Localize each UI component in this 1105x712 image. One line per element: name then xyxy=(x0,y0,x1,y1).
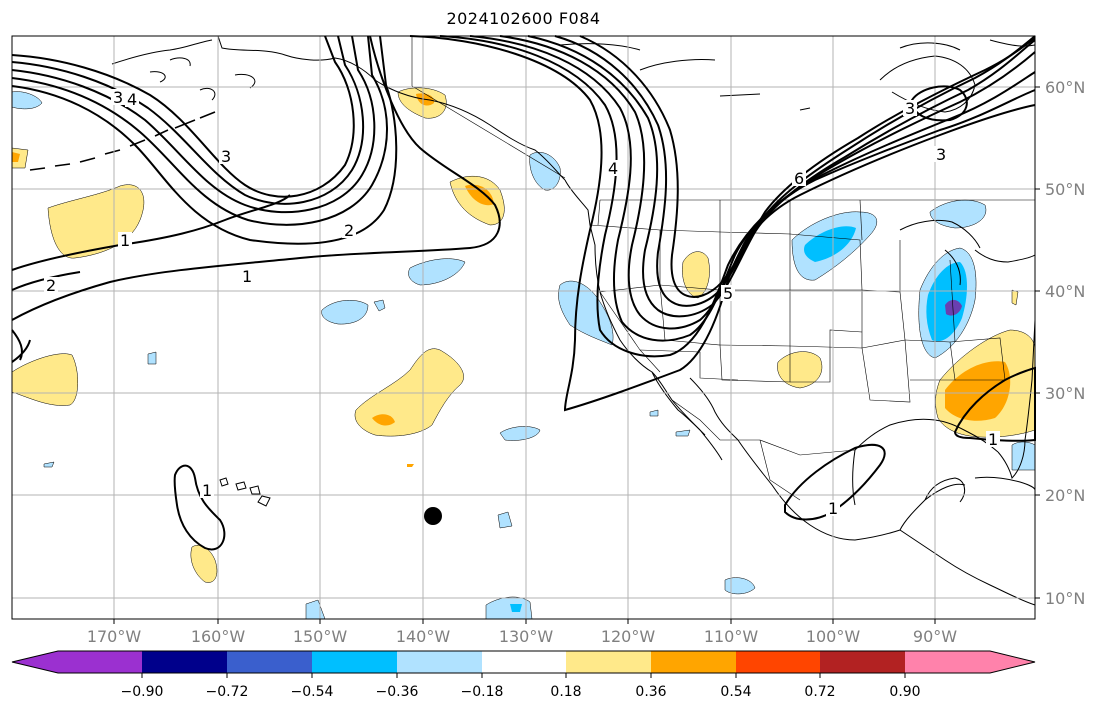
contour-labels: 3 4 3 2 1 2 3 4 5 6 3 1 1 1 1 xyxy=(44,88,1000,518)
negative-anomaly-region xyxy=(499,426,541,441)
colorbar-segment xyxy=(142,651,227,673)
colorbar-tick-label: 0.90 xyxy=(889,684,920,700)
colorbar-tick-label: −0.54 xyxy=(291,684,334,700)
colorbar-tick-label: 0.54 xyxy=(720,684,751,700)
latitude-label: 40°N xyxy=(1045,282,1085,301)
negative-anomaly-region xyxy=(43,461,55,468)
negative-anomaly-region xyxy=(529,152,561,191)
negative-anomaly-region xyxy=(321,300,369,325)
colorbar-tick-label: −0.36 xyxy=(376,684,419,700)
alaska-interior-coast xyxy=(149,57,256,101)
colorbar-segment xyxy=(566,651,651,673)
positive-anomaly-region xyxy=(777,351,823,389)
colorbar-tick-label: −0.90 xyxy=(121,684,164,700)
contour-label: 3 xyxy=(905,99,915,118)
negative-anomaly-region xyxy=(11,91,43,110)
contour-label: 2 xyxy=(46,276,56,295)
longitude-labels: 170°W 160°W 150°W 140°W 130°W 120°W 110°… xyxy=(87,627,957,646)
colorbar-segment xyxy=(312,651,397,673)
negative-anomaly-region xyxy=(724,577,756,595)
colorbar-tick-label: −0.18 xyxy=(461,684,504,700)
contour-label: 4 xyxy=(127,90,137,109)
negative-anomaly-region xyxy=(945,299,962,316)
colorbar-segment xyxy=(12,651,142,673)
axis-ticks xyxy=(113,86,1040,624)
contour-label: 2 xyxy=(344,221,354,240)
contour-label: 6 xyxy=(794,169,804,188)
yucatan xyxy=(924,477,966,503)
positive-anomaly-region xyxy=(12,152,20,162)
longitude-label: 120°W xyxy=(601,627,656,646)
contour-label: 1 xyxy=(828,499,838,518)
contour-label: 1 xyxy=(120,231,130,250)
negative-anomaly-region xyxy=(510,604,522,612)
contour-label: 1 xyxy=(202,481,212,500)
colorbar-segment xyxy=(736,651,820,673)
longitude-label: 130°W xyxy=(499,627,554,646)
negative-anomaly-region xyxy=(485,596,533,620)
longitude-label: 140°W xyxy=(396,627,451,646)
great-lakes xyxy=(899,219,1036,286)
latitude-label: 60°N xyxy=(1045,78,1085,97)
negative-anomaly-region xyxy=(147,351,157,365)
contour-label: 4 xyxy=(608,159,618,178)
colorbar-outline xyxy=(11,650,1036,674)
filled-anomaly-regions xyxy=(11,87,1036,620)
contour-label: 1 xyxy=(242,267,252,286)
negative-anomaly-region xyxy=(675,429,691,437)
positive-anomaly-region xyxy=(407,464,414,467)
positive-anomaly-region xyxy=(465,184,494,206)
contour-label: 1 xyxy=(988,430,998,449)
colorbar-segment xyxy=(651,651,736,673)
negative-anomaly-region xyxy=(926,262,967,342)
colorbar-segment xyxy=(820,651,905,673)
central-america xyxy=(899,529,1036,606)
colorbar-tick-label: −0.72 xyxy=(206,684,249,700)
colorbar-segment xyxy=(397,651,482,673)
hawaii-islands xyxy=(219,477,271,507)
contour-lines xyxy=(11,35,1036,551)
colorbar-tick-label: 0.18 xyxy=(550,684,581,700)
colorbar-tick-label: 0.36 xyxy=(635,684,666,700)
longitude-label: 170°W xyxy=(87,627,142,646)
colorbar-segment xyxy=(227,651,312,673)
map-title: 2024102600 F084 xyxy=(446,9,601,28)
positive-anomaly-region xyxy=(945,361,1011,421)
longitude-label: 100°W xyxy=(806,627,861,646)
longitude-label: 110°W xyxy=(704,627,759,646)
longitude-label: 160°W xyxy=(191,627,246,646)
cuba xyxy=(974,476,1036,491)
latitude-label: 30°N xyxy=(1045,384,1085,403)
location-marker xyxy=(424,507,442,525)
negative-anomaly-region xyxy=(497,511,513,529)
contour-label: 5 xyxy=(723,284,733,303)
latitude-label: 20°N xyxy=(1045,486,1085,505)
latitude-labels: 60°N 50°N 40°N 30°N 20°N 10°N xyxy=(1045,78,1085,608)
longitude-label: 90°W xyxy=(913,627,957,646)
map-frame xyxy=(11,35,1036,620)
contour-label: 3 xyxy=(113,88,123,107)
longitude-label: 150°W xyxy=(293,627,348,646)
contour-label: 3 xyxy=(936,145,946,164)
latitude-label: 50°N xyxy=(1045,180,1085,199)
negative-anomaly-region xyxy=(804,226,856,262)
negative-anomaly-region xyxy=(649,409,659,417)
positive-anomaly-region xyxy=(372,414,395,426)
latitude-label: 10°N xyxy=(1045,589,1085,608)
contour-label: 3 xyxy=(221,147,231,166)
positive-anomaly-region xyxy=(682,251,710,299)
colorbar-segment xyxy=(905,651,1035,673)
colorbar: −0.90 −0.72 −0.54 −0.36 −0.18 0.18 0.36 … xyxy=(11,650,1036,700)
colorbar-tick-label: 0.72 xyxy=(804,684,835,700)
negative-anomaly-region xyxy=(373,299,386,312)
colorbar-segment xyxy=(482,651,566,673)
alaska-coastline xyxy=(111,35,566,181)
canadian-arctic xyxy=(559,39,1036,111)
